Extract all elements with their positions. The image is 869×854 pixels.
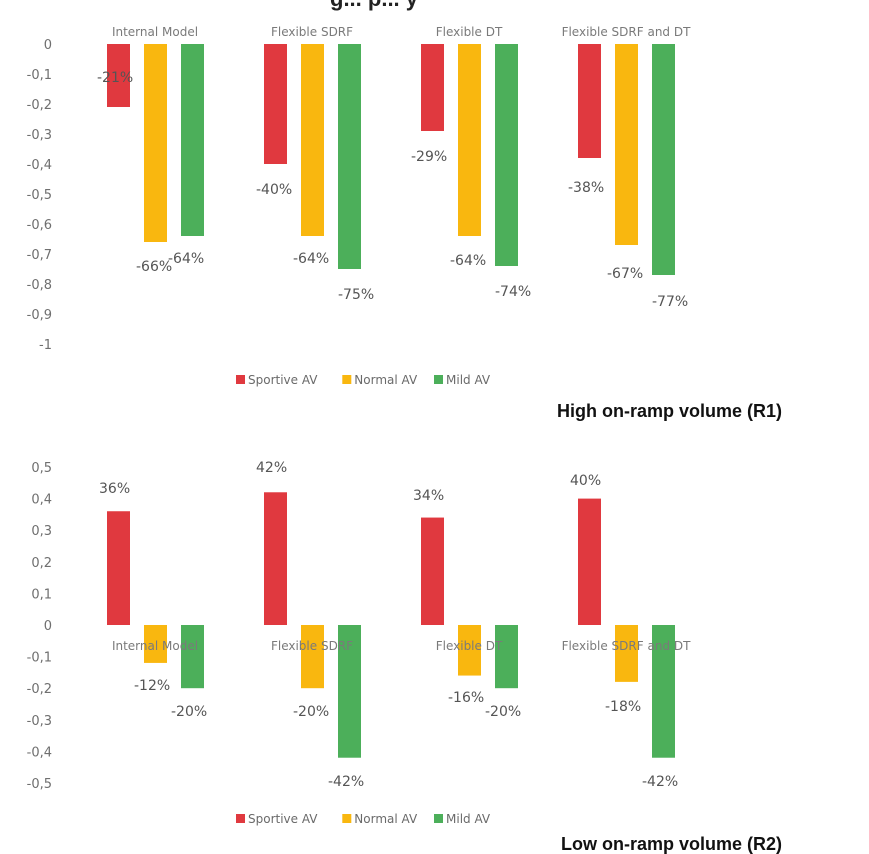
category-label: Flexible SDRF — [271, 25, 353, 39]
y-tick-label: 0 — [44, 619, 52, 634]
category-label: Internal Model — [112, 25, 198, 39]
bar — [144, 625, 167, 663]
y-tick-label: 0,5 — [31, 461, 52, 476]
data-label: -42% — [642, 774, 678, 790]
legend-label: Mild AV — [446, 373, 491, 387]
category-label: Flexible DT — [436, 639, 503, 653]
data-label: -74% — [495, 284, 531, 300]
data-label: -77% — [652, 294, 688, 310]
data-label: -16% — [448, 690, 484, 706]
bar — [264, 44, 287, 164]
legend-swatch — [342, 814, 352, 823]
data-label: 36% — [99, 481, 130, 497]
y-tick-label: 0,3 — [31, 524, 52, 539]
bar — [264, 492, 287, 625]
data-label: -38% — [568, 180, 604, 196]
category-label: Flexible SDRF and DT — [562, 639, 692, 653]
y-tick-label: -0,3 — [27, 714, 52, 729]
data-label: -21% — [97, 70, 133, 86]
bar — [458, 44, 481, 236]
bar — [495, 44, 518, 266]
data-label: 34% — [413, 488, 444, 504]
data-label: 42% — [256, 460, 287, 476]
chart-panel-2: 0,5 0,4 0,3 0,2 0,1 0 -0,1 -0,2 -0,3 -0,4 -0,5 36% -… — [27, 460, 782, 854]
category-label: Flexible SDRF — [271, 639, 353, 653]
panel-caption: High on-ramp volume (R1) — [557, 401, 782, 421]
figure-title-fragment: g... p... y — [330, 0, 419, 11]
data-label: -18% — [605, 699, 641, 715]
data-label: -29% — [411, 149, 447, 165]
y-tick-label: -0,4 — [27, 158, 52, 173]
legend-label: Normal AV — [354, 373, 418, 387]
legend-label: Normal AV — [354, 812, 418, 826]
legend-swatch — [236, 814, 245, 823]
bar — [578, 498, 601, 625]
bar — [458, 625, 481, 676]
y-tick-label: -0,9 — [27, 308, 52, 323]
y-tick-label: -0,4 — [27, 745, 52, 760]
y-tick-label: -0,1 — [27, 651, 52, 666]
legend-label: Sportive AV — [248, 373, 318, 387]
data-label: -66% — [136, 259, 172, 275]
chart-panel-1: 0 -0,1 -0,2 -0,3 -0,4 -0,5 -0,6 -0,7 -0,8 -0,9 -1 -… — [27, 25, 782, 421]
data-label: -20% — [485, 704, 521, 720]
y-tick-label: -0,5 — [27, 188, 52, 203]
y-tick-label: -0,1 — [27, 68, 52, 83]
data-label: -64% — [450, 253, 486, 269]
bar — [615, 625, 638, 682]
bar — [421, 44, 444, 131]
bar — [107, 511, 130, 625]
bar — [652, 44, 675, 275]
y-tick-label: -0,6 — [27, 218, 52, 233]
legend-swatch — [434, 814, 443, 823]
y-tick-label: 0 — [44, 38, 52, 53]
bar — [301, 625, 324, 689]
bar — [495, 625, 518, 689]
y-tick-label: 0,4 — [31, 493, 52, 508]
y-tick-label: -0,2 — [27, 682, 52, 697]
y-tick-label: 0,2 — [31, 556, 52, 571]
bar — [338, 44, 361, 269]
y-tick-label: -0,8 — [27, 278, 52, 293]
bar — [181, 44, 204, 236]
bar — [181, 625, 204, 689]
legend-swatch — [434, 375, 443, 384]
data-label: -20% — [293, 704, 329, 720]
data-label: -20% — [171, 704, 207, 720]
panel-caption: Low on-ramp volume (R2) — [561, 834, 782, 854]
legend-swatch — [342, 375, 352, 384]
y-tick-label: 0,1 — [31, 587, 52, 602]
data-label: -42% — [328, 774, 364, 790]
category-label: Flexible DT — [436, 25, 503, 39]
y-tick-label: -1 — [39, 338, 52, 353]
data-label: -64% — [168, 251, 204, 267]
y-tick-label: -0,7 — [27, 248, 52, 263]
bar — [615, 44, 638, 245]
bar — [652, 625, 675, 758]
bar — [144, 44, 167, 242]
legend-swatch — [236, 375, 245, 384]
y-tick-label: -0,3 — [27, 128, 52, 143]
legend-label: Sportive AV — [248, 812, 318, 826]
y-tick-label: -0,2 — [27, 98, 52, 113]
data-label: -64% — [293, 251, 329, 267]
bar — [578, 44, 601, 158]
category-label: Internal Model — [112, 639, 198, 653]
data-label: -67% — [607, 266, 643, 282]
data-label: -40% — [256, 182, 292, 198]
bar — [421, 517, 444, 625]
data-label: -12% — [134, 678, 170, 694]
y-tick-label: -0,5 — [27, 777, 52, 792]
category-label: Flexible SDRF and DT — [562, 25, 692, 39]
bar — [338, 625, 361, 758]
bar — [301, 44, 324, 236]
data-label: -75% — [338, 287, 374, 303]
bar — [107, 44, 130, 107]
data-label: 40% — [570, 473, 601, 489]
legend-label: Mild AV — [446, 812, 491, 826]
